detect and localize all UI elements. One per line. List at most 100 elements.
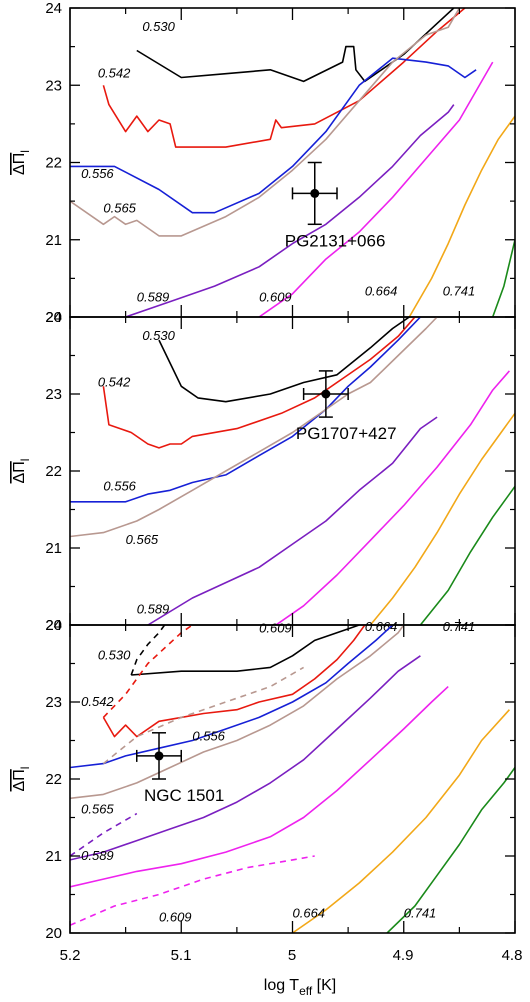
series-line-0556	[70, 317, 421, 503]
mass-label-0556: 0.556	[81, 166, 114, 181]
series-line-0741	[491, 239, 515, 317]
x-tick-label: 5.2	[60, 947, 81, 964]
series-line-0542	[102, 317, 416, 449]
series-line-0556	[70, 57, 477, 214]
mass-label-0609: 0.609	[259, 621, 292, 636]
series-line-0664	[408, 115, 515, 317]
mass-label-0556: 0.556	[103, 478, 136, 493]
series-line-0741	[386, 767, 515, 933]
mass-label-0664: 0.664	[365, 619, 398, 634]
mass-label-0589: 0.589	[137, 601, 170, 616]
series-line-0565-dashed	[102, 666, 304, 765]
star-label-pg2131: PG2131+066	[285, 231, 386, 250]
y-tick-label: 23	[45, 77, 62, 94]
series-line-0609	[258, 61, 494, 317]
star-label-pg1707: PG1707+427	[296, 424, 397, 443]
series-line-0609	[274, 370, 511, 625]
star-point-ngc1501	[136, 732, 182, 780]
star-point-pg1707	[302, 370, 349, 418]
mass-label-0609: 0.609	[259, 290, 292, 305]
mass-label-0556: 0.556	[192, 729, 225, 744]
series-line-0664	[292, 709, 510, 933]
series-line-0542	[102, 8, 466, 148]
series-group	[70, 8, 515, 317]
series-line-0530	[158, 317, 410, 403]
series-line-0565	[70, 8, 461, 237]
mass-label-0589: 0.589	[81, 848, 114, 863]
panel-pg1707: 20 21 22 23 24 ΔΠl 0.530 0.542 0.556 0.565 0.589 0.…	[11, 309, 516, 636]
series-group	[70, 625, 515, 933]
series-line-0741	[419, 485, 515, 625]
mass-label-0530: 0.530	[142, 328, 175, 343]
mass-label-0542: 0.542	[98, 374, 131, 389]
panel-pg2131: 20 21 22 23 24 ΔΠl 0.530 0.542 0.556 0.565 0.589 0.…	[11, 0, 516, 326]
series-line-0589-dashed	[70, 812, 138, 857]
y-tick-label: 21	[45, 232, 62, 249]
series-line-0609	[70, 686, 449, 888]
panel-frame	[69, 316, 516, 626]
series-line-0530	[131, 625, 360, 676]
mass-label-0565: 0.565	[103, 201, 136, 216]
mass-label-0565: 0.565	[126, 532, 159, 547]
mass-label-0609: 0.609	[159, 909, 192, 924]
star-point-pg2131	[291, 161, 338, 226]
y-tick-label: 22	[45, 463, 62, 480]
mass-label-0530: 0.530	[142, 19, 175, 34]
y-axis-title-sub: l	[18, 767, 32, 770]
y-tick-label: 21	[45, 848, 62, 865]
x-axis-title: log Teff [K]	[264, 977, 336, 998]
y-tick-label: 20	[45, 925, 62, 942]
mass-label-0530: 0.530	[98, 648, 131, 663]
y-axis-title-main: ΔΠ	[11, 153, 28, 175]
mass-label-0542: 0.542	[98, 66, 131, 81]
x-tick-label: 5.1	[171, 947, 192, 964]
y-tick-label: 22	[45, 155, 62, 172]
mass-label-0589: 0.589	[137, 290, 170, 305]
y-tick-label: 20	[45, 309, 62, 326]
y-axis-title-main: ΔΠ	[11, 461, 28, 483]
y-axis-title-main: ΔΠ	[11, 769, 28, 791]
series-line-0530	[136, 8, 455, 83]
series-group	[70, 317, 515, 625]
y-tick-label: 22	[45, 771, 62, 788]
x-axis-title-sub: eff	[299, 984, 313, 998]
x-tick-label: 4.9	[393, 947, 414, 964]
panel-frame	[69, 7, 516, 318]
y-tick-label: 24	[45, 309, 62, 326]
series-line-0565	[70, 317, 438, 538]
y-tick-label: 21	[45, 540, 62, 557]
x-axis-title-unit: [K]	[312, 977, 336, 994]
series-line-0589	[70, 655, 421, 861]
panel-frame	[69, 624, 516, 934]
star-marker	[321, 389, 331, 399]
series-line-0589	[147, 416, 438, 625]
y-tick-label: 24	[45, 0, 62, 17]
y-axis-title: ΔΠl	[11, 150, 32, 175]
series-line-0589	[125, 104, 455, 317]
mass-label-0741: 0.741	[443, 283, 476, 298]
y-tick-label: 20	[45, 617, 62, 634]
series-line-0542	[102, 625, 366, 738]
series-line-0609-dashed	[70, 855, 315, 927]
mass-label-0565: 0.565	[81, 802, 114, 817]
y-axis-title-sub: l	[18, 150, 32, 153]
y-tick-label: 24	[45, 617, 62, 634]
series-line-0542-dashed	[102, 625, 193, 718]
star-marker	[310, 188, 320, 198]
series-line-0556	[70, 625, 394, 769]
y-tick-label: 23	[45, 386, 62, 403]
y-axis-title: ΔΠl	[11, 459, 32, 484]
panel-ngc1501: 20 21 22 23 24 ΔΠl 0.530 0.542 0.556 0.565 0.589 0.…	[11, 617, 516, 942]
star-label-ngc1501: NGC 1501	[144, 786, 224, 805]
star-marker	[154, 751, 164, 761]
mass-label-0542: 0.542	[81, 694, 114, 709]
series-line-0565	[70, 625, 405, 800]
y-tick-label: 23	[45, 694, 62, 711]
series-line-0530-dashed	[130, 625, 166, 676]
x-axis-title-main: log T	[264, 977, 300, 994]
mass-label-0664: 0.664	[293, 906, 326, 921]
mass-label-0664: 0.664	[365, 283, 398, 298]
series-line-0664	[369, 412, 515, 625]
y-axis-title-sub: l	[18, 459, 32, 462]
